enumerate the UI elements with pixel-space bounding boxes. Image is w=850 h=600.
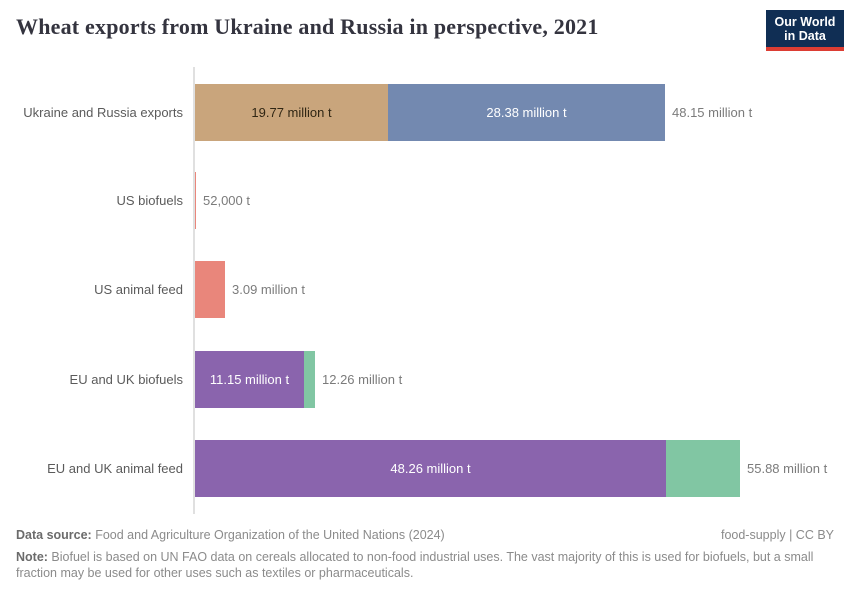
category-label: EU and UK animal feed (47, 461, 183, 476)
data-source-text: Food and Agriculture Organization of the… (91, 528, 445, 542)
bar-row: US animal feed 3.09 million t (0, 261, 850, 318)
bar-segment[interactable] (666, 440, 740, 497)
owid-logo-line1: Our World (774, 15, 836, 29)
note-text: Biofuel is based on UN FAO data on cerea… (16, 550, 814, 581)
chart-footer: Data source: Food and Agriculture Organi… (16, 528, 834, 582)
bar-row: Ukraine and Russia exports 19.77 million … (0, 84, 850, 141)
owid-logo[interactable]: Our World in Data (766, 10, 844, 51)
bar-segment[interactable]: 11.15 million t (195, 351, 304, 408)
data-source: Data source: Food and Agriculture Organi… (16, 528, 445, 542)
owid-logo-line2: in Data (784, 29, 826, 43)
bar-segment[interactable] (195, 261, 225, 318)
segment-value-label: 11.15 million t (209, 372, 290, 387)
segment-value-label: 19.77 million t (251, 105, 332, 120)
segment-value-label: 48.26 million t (390, 461, 471, 476)
segment-value-label: 28.38 million t (486, 105, 567, 120)
category-label: EU and UK biofuels (69, 372, 183, 387)
chart-note: Note: Biofuel is based on UN FAO data on… (16, 549, 816, 582)
total-value-label: 3.09 million t (232, 282, 305, 297)
bar-group: 19.77 million t 28.38 million t (195, 84, 665, 141)
total-value-label: 55.88 million t (747, 461, 828, 476)
data-source-label: Data source: (16, 528, 92, 542)
total-value-label: 12.26 million t (322, 372, 403, 387)
note-label: Note: (16, 550, 48, 564)
license-link[interactable]: food-supply | CC BY (720, 528, 834, 542)
category-label: US biofuels (116, 193, 183, 208)
category-label: Ukraine and Russia exports (23, 105, 183, 120)
bar-row: EU and UK biofuels 11.15 million t 12.26 m… (0, 351, 850, 408)
y-axis-line (193, 67, 195, 514)
bar-segment[interactable]: 48.26 million t (195, 440, 666, 497)
bar-group (195, 261, 225, 318)
bar-group: 11.15 million t (195, 351, 315, 408)
total-value-label: 52,000 t (203, 193, 250, 208)
bar-row: EU and UK animal feed 48.26 million t 55.8… (0, 440, 850, 497)
bar-chart: Ukraine and Russia exports 19.77 million … (0, 67, 850, 514)
total-value-label: 48.15 million t (672, 105, 753, 120)
bar-group (195, 172, 196, 229)
bar-segment[interactable] (195, 172, 196, 229)
category-label: US animal feed (94, 282, 183, 297)
page-title: Wheat exports from Ukraine and Russia in… (16, 14, 599, 39)
bar-group: 48.26 million t (195, 440, 740, 497)
bar-segment[interactable] (304, 351, 315, 408)
bar-row: US biofuels 52,000 t (0, 172, 850, 229)
bar-segment[interactable]: 19.77 million t (195, 84, 388, 141)
bar-segment[interactable]: 28.38 million t (388, 84, 665, 141)
